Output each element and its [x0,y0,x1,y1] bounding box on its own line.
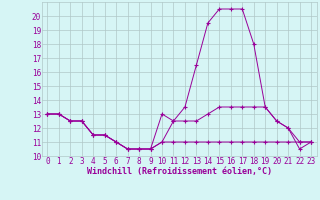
X-axis label: Windchill (Refroidissement éolien,°C): Windchill (Refroidissement éolien,°C) [87,167,272,176]
